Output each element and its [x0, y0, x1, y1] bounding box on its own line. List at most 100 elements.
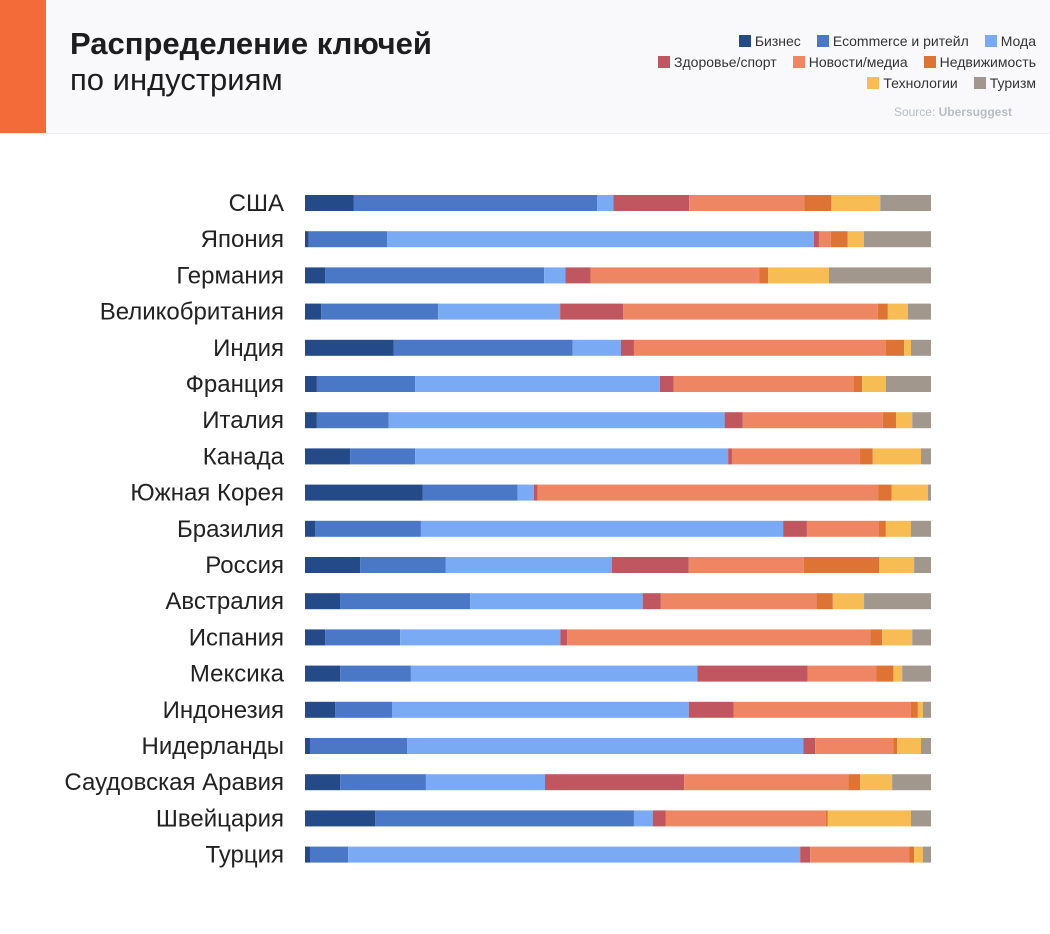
category-label: США: [229, 190, 284, 217]
legend-label: Новости/медиа: [808, 53, 908, 70]
source-name: Ubersuggest: [938, 105, 1012, 119]
bar-segment: [560, 629, 568, 646]
bar-segment: [590, 267, 760, 284]
bar-segment: [810, 846, 910, 863]
legend-item: Недвижимость: [923, 53, 1036, 70]
bar-segment: [882, 629, 913, 646]
bar-segment: [876, 665, 894, 682]
legend-swatch: [923, 55, 936, 68]
bar-segment: [445, 557, 612, 573]
bar-segment: [305, 267, 326, 284]
bar-segment: [415, 448, 729, 465]
bar-segment: [305, 810, 376, 827]
category-label: Великобритания: [100, 299, 284, 326]
legend-item: Туризм: [973, 75, 1036, 91]
bar-segment: [878, 484, 892, 501]
legend-swatch: [738, 34, 751, 47]
bar-segment: [783, 520, 807, 537]
bar-segment: [768, 267, 829, 284]
bar-segment: [859, 448, 873, 465]
bar-segment: [927, 484, 931, 501]
bar-segment: [878, 520, 886, 537]
category-label: Южная Корея: [130, 480, 284, 507]
category-label: Канада: [203, 443, 285, 470]
category-label: Германия: [176, 262, 284, 289]
bar-segment: [804, 195, 832, 211]
bar-segment: [316, 412, 389, 429]
bar-segment: [305, 448, 351, 465]
bar-segment: [305, 557, 361, 573]
bar-segment: [613, 195, 690, 211]
bar-segment: [623, 303, 878, 320]
bar-segment: [340, 774, 426, 791]
bar-segment: [537, 484, 879, 501]
bar-segment: [907, 303, 931, 320]
category-label: Австралия: [165, 588, 284, 615]
legend-swatch: [816, 34, 829, 47]
bar-segment: [305, 412, 317, 429]
bar-segment: [305, 484, 423, 501]
bar-segment: [673, 376, 855, 392]
legend: Бизнес Ecommerce и ритейл Мода Здоровье/сп…: [616, 30, 1036, 93]
category-label: Мексика: [190, 661, 285, 688]
bar-segment: [388, 412, 725, 429]
bar-segment: [305, 303, 322, 320]
bar-segment: [917, 701, 923, 718]
bar-segment: [813, 231, 819, 248]
bar-segment: [816, 593, 833, 610]
bar-segment: [910, 701, 918, 718]
bar-segment: [920, 738, 931, 754]
legend-label: Мода: [1000, 32, 1036, 49]
bar-segment: [560, 303, 624, 320]
legend-swatch: [792, 55, 805, 68]
legend-label: Недвижимость: [939, 53, 1036, 70]
bar-segment: [305, 701, 336, 718]
bar-segment: [321, 303, 439, 320]
bar-segment: [305, 593, 341, 610]
bar-segment: [828, 267, 931, 284]
bar-segment: [759, 267, 769, 284]
bar-segment: [731, 448, 860, 465]
bar-segment: [728, 448, 732, 465]
legend-item: Бизнес: [738, 33, 801, 49]
chart-title: Распределение ключей: [70, 26, 432, 61]
bar-segment: [803, 557, 880, 573]
category-label: Швейцария: [156, 805, 284, 832]
bar-segment: [910, 810, 931, 827]
legend-label: Технологии: [883, 74, 958, 91]
bar-segment: [597, 195, 614, 211]
category-label: Турция: [205, 842, 284, 869]
category-label: Саудовская Аравия: [64, 769, 284, 796]
bar-segment: [348, 846, 801, 863]
bar-segment: [885, 339, 905, 356]
bar-segment: [410, 665, 698, 682]
legend-label: Ecommerce и ритейл: [832, 32, 969, 49]
bar-segment: [325, 629, 401, 646]
bar-segment: [688, 557, 804, 573]
bar-segment: [697, 665, 808, 682]
bar-segment: [375, 810, 634, 827]
bar-segment: [407, 738, 804, 754]
bar-segment: [803, 738, 816, 754]
bar-segment: [400, 629, 561, 646]
bar-segment: [893, 738, 898, 754]
bar-segment: [830, 231, 848, 248]
bar-segment: [335, 701, 393, 718]
bar-segment: [847, 231, 865, 248]
bar-segment: [438, 303, 561, 320]
bar-segment: [914, 846, 923, 863]
bar-segment: [827, 810, 911, 827]
bar-segment: [887, 303, 908, 320]
legend-swatch: [658, 55, 671, 68]
bar-segment: [800, 846, 811, 863]
bar-segment: [420, 520, 784, 537]
bar-segment: [910, 339, 931, 356]
bar-segment: [611, 557, 689, 573]
bar-segment: [565, 267, 591, 284]
chart-subtitle: по индустриям: [70, 62, 283, 97]
category-label: Италия: [202, 407, 284, 434]
bar-segment: [912, 629, 931, 646]
bar-segment: [912, 412, 931, 429]
bar-segment: [724, 412, 743, 429]
